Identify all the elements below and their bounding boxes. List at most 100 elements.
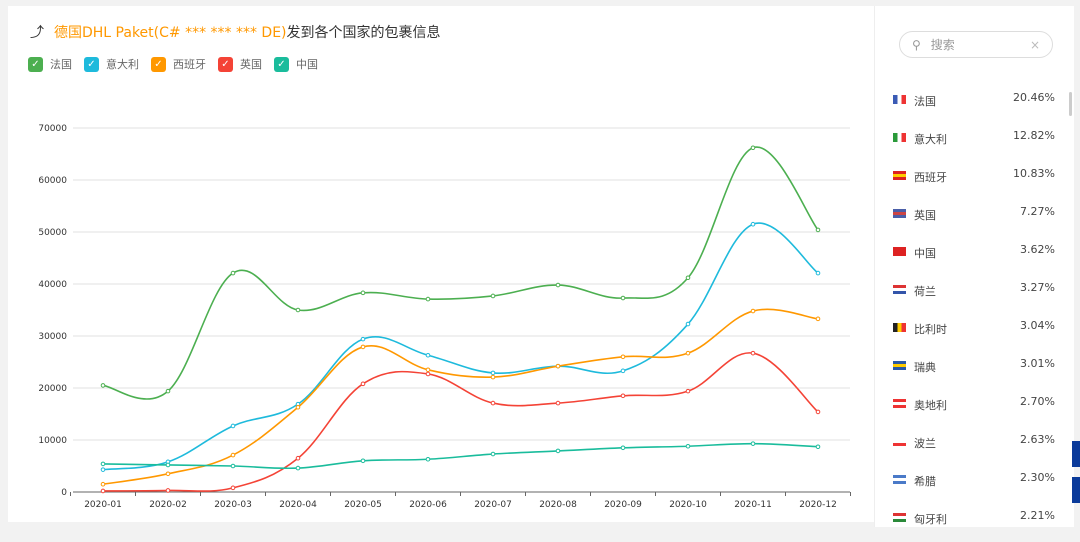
country-row[interactable]: 英国 7.27% bbox=[893, 200, 1055, 238]
data-point bbox=[750, 350, 756, 356]
data-point bbox=[425, 456, 431, 462]
data-point bbox=[165, 471, 171, 477]
country-row[interactable]: 意大利 12.82% bbox=[893, 124, 1055, 162]
country-percent: 2.63% bbox=[1020, 433, 1055, 446]
legend-item[interactable]: ✓ 中国 bbox=[274, 56, 318, 72]
data-point bbox=[165, 388, 171, 394]
data-point bbox=[360, 344, 366, 350]
series-line-意大利 bbox=[102, 222, 819, 471]
country-row[interactable]: 比利时 3.04% bbox=[893, 314, 1055, 352]
data-point bbox=[750, 221, 756, 227]
data-point bbox=[165, 488, 171, 493]
x-tick-label: 2020-05 bbox=[344, 500, 382, 510]
data-point bbox=[295, 465, 301, 471]
y-tick-label: 60000 bbox=[38, 176, 67, 186]
country-percent: 2.30% bbox=[1020, 471, 1055, 484]
side-tab-button[interactable] bbox=[1072, 477, 1080, 503]
data-point bbox=[360, 336, 366, 342]
country-name: 比利时 bbox=[914, 323, 947, 336]
data-point bbox=[230, 423, 236, 429]
country-name: 波兰 bbox=[914, 437, 936, 450]
x-tick-label: 2020-12 bbox=[799, 500, 837, 510]
data-point bbox=[425, 367, 431, 373]
series-line-英国 bbox=[102, 352, 819, 492]
legend-item[interactable]: ✓ 西班牙 bbox=[151, 56, 206, 72]
data-point bbox=[750, 441, 756, 446]
country-row[interactable]: 中国 3.62% bbox=[893, 238, 1055, 276]
legend-item[interactable]: ✓ 意大利 bbox=[84, 56, 139, 72]
data-point bbox=[100, 488, 106, 494]
side-tab-button[interactable] bbox=[1072, 441, 1080, 467]
checkbox-icon: ✓ bbox=[218, 56, 233, 72]
data-point bbox=[100, 383, 106, 388]
flag-icon bbox=[893, 513, 906, 522]
data-point bbox=[685, 443, 691, 449]
country-row[interactable]: 荷兰 3.27% bbox=[893, 276, 1055, 314]
y-tick-label: 30000 bbox=[38, 332, 67, 342]
data-point bbox=[295, 307, 301, 313]
series-line-中国 bbox=[102, 442, 819, 470]
clear-icon[interactable]: × bbox=[1029, 37, 1040, 52]
legend-label: 法国 bbox=[50, 58, 72, 71]
data-point bbox=[295, 404, 301, 410]
country-row[interactable]: 波兰 2.63% bbox=[893, 428, 1055, 466]
data-point bbox=[620, 445, 626, 451]
x-tick-label: 2020-02 bbox=[149, 500, 187, 510]
series-line-西班牙 bbox=[102, 308, 819, 485]
data-point bbox=[815, 316, 821, 322]
checkbox-icon: ✓ bbox=[28, 56, 43, 72]
data-point bbox=[750, 308, 756, 314]
x-tick-label: 2020-11 bbox=[734, 500, 772, 510]
country-row[interactable]: 法国 20.46% bbox=[893, 86, 1055, 124]
data-point bbox=[490, 374, 496, 380]
country-name: 奥地利 bbox=[914, 399, 947, 412]
flag-icon bbox=[893, 171, 906, 180]
country-name: 意大利 bbox=[914, 133, 947, 146]
country-row[interactable]: 瑞典 3.01% bbox=[893, 352, 1055, 390]
country-percent: 3.27% bbox=[1020, 281, 1055, 294]
data-point bbox=[490, 293, 496, 299]
line-chart: 0 10000 20000 30000 40000 50000 60000 70000 2020… bbox=[38, 124, 851, 510]
flag-icon bbox=[893, 475, 906, 484]
search-input[interactable]: ⚲ 搜索 × bbox=[899, 31, 1053, 58]
country-row[interactable]: 西班牙 10.83% bbox=[893, 162, 1055, 200]
legend-label: 西班牙 bbox=[173, 58, 206, 71]
country-row[interactable]: 希腊 2.30% bbox=[893, 466, 1055, 504]
checkbox-icon: ✓ bbox=[274, 56, 289, 72]
country-row[interactable]: 奥地利 2.70% bbox=[893, 390, 1055, 428]
flag-icon bbox=[893, 95, 906, 104]
data-point bbox=[620, 393, 626, 399]
country-percent: 2.21% bbox=[1020, 509, 1055, 522]
data-point bbox=[490, 370, 496, 376]
country-percent: 20.46% bbox=[1013, 91, 1055, 104]
country-percent: 3.04% bbox=[1020, 319, 1055, 332]
y-tick-label: 70000 bbox=[38, 124, 67, 134]
data-point bbox=[555, 282, 561, 288]
legend-item[interactable]: ✓ 法国 bbox=[28, 56, 72, 72]
data-point bbox=[815, 270, 821, 276]
data-point bbox=[815, 444, 821, 450]
y-tick-label: 50000 bbox=[38, 228, 67, 238]
chart-title: ⤴ 德国DHL Paket(C# *** *** *** DE)发到各个国家的包… bbox=[30, 22, 441, 42]
legend-item[interactable]: ✓ 英国 bbox=[218, 56, 262, 72]
country-name: 中国 bbox=[914, 247, 936, 260]
country-list: 法国 20.46% 意大利 12.82% 西班牙 10.83% 英国 7.27% 中国 3.62%… bbox=[893, 86, 1055, 542]
country-name: 法国 bbox=[914, 95, 936, 108]
data-point bbox=[685, 275, 691, 281]
x-tick-label: 2020-08 bbox=[539, 500, 577, 510]
scrollbar[interactable] bbox=[1069, 92, 1072, 116]
legend-label: 意大利 bbox=[106, 58, 139, 71]
data-point bbox=[230, 485, 236, 491]
country-row[interactable]: 匈牙利 2.21% bbox=[893, 504, 1055, 542]
data-point bbox=[490, 451, 496, 457]
country-percent: 2.70% bbox=[1020, 395, 1055, 408]
data-point bbox=[685, 388, 691, 394]
data-point bbox=[425, 352, 431, 358]
legend-label: 英国 bbox=[240, 58, 262, 71]
x-tick-label: 2020-01 bbox=[84, 500, 122, 510]
data-point bbox=[555, 363, 561, 369]
title-rest: 发到各个国家的包裹信息 bbox=[286, 25, 441, 41]
flag-icon bbox=[893, 323, 906, 332]
x-tick-label: 2020-07 bbox=[474, 500, 512, 510]
country-name: 瑞典 bbox=[914, 361, 936, 374]
